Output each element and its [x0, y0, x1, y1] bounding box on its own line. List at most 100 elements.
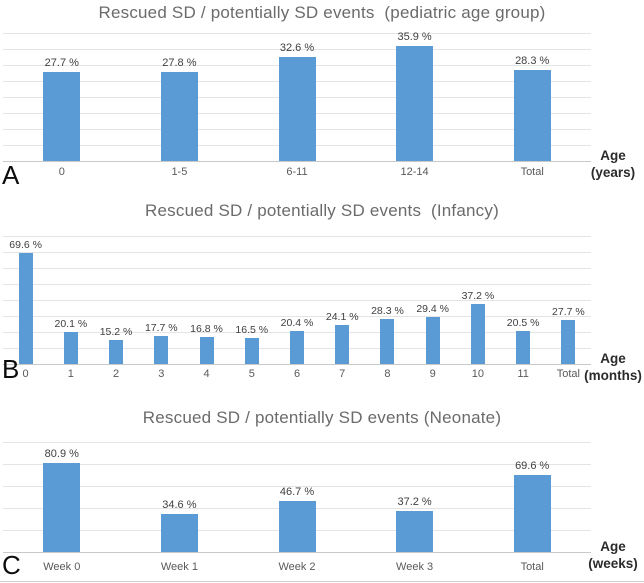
gridline: [3, 252, 591, 253]
x-axis-title-line1: Age: [600, 148, 626, 163]
x-tick-label: 12-14: [400, 166, 429, 178]
x-tick-label: 0: [22, 368, 29, 380]
x-tick-label: Week 1: [160, 561, 198, 573]
bar-value-label: 20.4 %: [280, 317, 314, 330]
bar: [63, 331, 78, 364]
bar-value-label: 24.1 %: [325, 311, 359, 324]
bar: [43, 463, 81, 552]
bar-value-label: 28.3 %: [515, 55, 550, 68]
bar-value-label: 27.8 %: [162, 57, 197, 70]
x-axis-line: [3, 552, 591, 553]
bar: [516, 331, 531, 364]
gridline: [3, 49, 591, 50]
bar-value-label: 80.9 %: [44, 448, 79, 460]
x-tick-label: Total: [556, 368, 580, 380]
x-tick-label: 6: [293, 368, 301, 380]
bar-value-label: 15.2 %: [99, 325, 133, 338]
x-tick-label: 6-11: [286, 166, 308, 178]
gridline: [3, 236, 591, 237]
bar: [380, 318, 395, 364]
bar-value-label: 34.6 %: [162, 498, 197, 511]
chart-panel-neonate: Rescued SD / potentially SD events (Neon…: [0, 390, 644, 583]
figure-bottom-border: [0, 581, 644, 582]
x-tick-label: 11: [517, 368, 529, 380]
gridline: [3, 284, 591, 285]
bar-value-label: 69.6 %: [9, 238, 42, 251]
gridline: [3, 464, 591, 465]
x-tick-label: 8: [384, 368, 391, 380]
x-axis-title: Age (years): [584, 147, 642, 181]
x-tick-label: 1-5: [171, 166, 188, 178]
bar-value-label: 37.2 %: [397, 496, 432, 509]
bar-value-label: 17.7 %: [144, 321, 178, 334]
bar: [513, 475, 551, 552]
bar: [160, 72, 198, 161]
x-axis-title: Age (months): [584, 350, 642, 384]
bar-value-label: 69.6 %: [515, 460, 550, 473]
bar-value-label: 20.1 %: [54, 317, 88, 330]
bar: [513, 70, 551, 161]
x-tick-label: 1: [67, 368, 74, 380]
panel-letter-a: A: [2, 160, 20, 190]
bar-value-label: 20.5 %: [506, 317, 540, 330]
bar: [561, 319, 576, 364]
chart-panel-pediatric: Rescued SD / potentially SD events (pedi…: [0, 0, 644, 195]
bar-value-label: 16.8 %: [190, 323, 223, 336]
panel-letter-c: C: [2, 550, 21, 580]
gridline: [3, 268, 591, 269]
bar-value-label: 32.6 %: [279, 41, 315, 54]
gridline: [3, 316, 591, 317]
bar-value-label: 46.7 %: [279, 485, 315, 498]
x-tick-label: Total: [520, 561, 544, 573]
bar: [335, 325, 350, 364]
x-tick-label: Week 3: [396, 561, 434, 573]
x-tick-label: 9: [429, 368, 436, 380]
x-tick-label: 0: [58, 166, 65, 178]
bar-value-label: 29.4 %: [416, 302, 450, 315]
bar-value-label: 37.2 %: [461, 290, 495, 303]
gridline: [3, 300, 591, 301]
x-tick-label: 3: [158, 368, 165, 380]
x-axis-title-line1: Age: [600, 539, 626, 554]
bar-value-label: 35.9 %: [397, 31, 432, 44]
bar-value-label: 28.3 %: [371, 304, 404, 317]
x-axis-line: [3, 161, 591, 162]
bar: [470, 304, 485, 364]
x-tick-label: Week 2: [278, 561, 316, 573]
bar: [278, 500, 316, 552]
bar-value-label: 27.7 %: [552, 305, 585, 318]
bar: [244, 337, 259, 364]
bar: [18, 252, 33, 364]
gridline: [3, 442, 591, 443]
x-tick-label: Week 0: [43, 561, 81, 573]
x-tick-label: 7: [339, 368, 346, 380]
x-tick-label: Total: [520, 166, 544, 178]
chart-panel-infancy: Rescued SD / potentially SD events (Infa…: [0, 195, 644, 390]
x-axis-title-line1: Age: [600, 351, 626, 366]
chart-title: Rescued SD / potentially SD events (Neon…: [142, 408, 502, 427]
x-axis-title-line2: (months): [584, 368, 642, 383]
chart-title: Rescued SD / potentially SD events (pedi…: [98, 3, 546, 22]
gridline: [3, 33, 591, 34]
x-tick-label: 10: [471, 368, 485, 380]
gridline: [3, 486, 591, 487]
bar: [154, 335, 169, 364]
chart-title: Rescued SD / potentially SD events (Infa…: [145, 201, 499, 220]
x-tick-label: 2: [113, 368, 120, 380]
bar: [109, 339, 124, 364]
x-axis-title-line2: (years): [590, 165, 636, 180]
bar: [160, 513, 198, 552]
bar: [199, 337, 214, 364]
x-tick-label: 4: [203, 368, 210, 380]
bar: [278, 56, 316, 161]
x-axis-line: [3, 364, 591, 365]
x-tick-label: 5: [248, 368, 255, 380]
bar-value-label: 27.7 %: [44, 57, 79, 70]
bar: [425, 316, 440, 364]
x-axis-title-line2: (weeks): [588, 556, 638, 571]
bar: [396, 46, 434, 161]
bar-value-label: 16.5 %: [235, 323, 269, 336]
bar: [396, 511, 434, 552]
x-axis-title: Age (weeks): [584, 538, 642, 572]
